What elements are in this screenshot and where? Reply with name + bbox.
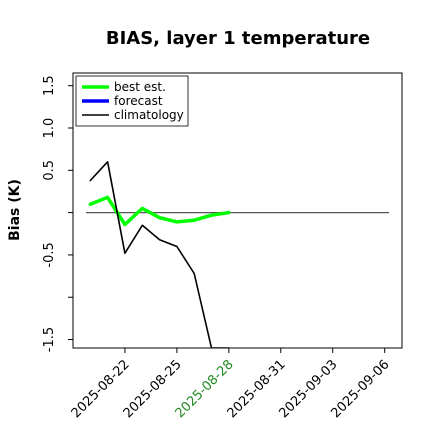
y-tick-label: -1.5	[42, 327, 57, 352]
y-axis: -1.5 -0.5 0.5 1.0 1.5	[42, 75, 73, 352]
series-line-climatology	[89, 161, 230, 348]
legend: best est. forecast climatology	[75, 75, 189, 127]
legend-label-best-est: best est.	[114, 80, 166, 94]
chart-title: BIAS, layer 1 temperature	[106, 28, 370, 49]
y-tick-label: 0.5	[42, 160, 57, 181]
y-tick-label: 1.5	[42, 75, 57, 96]
series-line-best-est	[88, 195, 231, 227]
y-tick-label: 1.0	[42, 118, 57, 139]
plot-frame	[72, 72, 403, 349]
x-axis: 2025-08-222025-08-252025-08-282025-08-31…	[69, 348, 393, 421]
y-axis-label: Bias (K)	[7, 179, 23, 241]
y-tick-label: -0.5	[42, 242, 57, 267]
legend-label-forecast: forecast	[114, 94, 163, 108]
legend-label-climatology: climatology	[114, 108, 184, 122]
series-layer	[88, 161, 231, 348]
